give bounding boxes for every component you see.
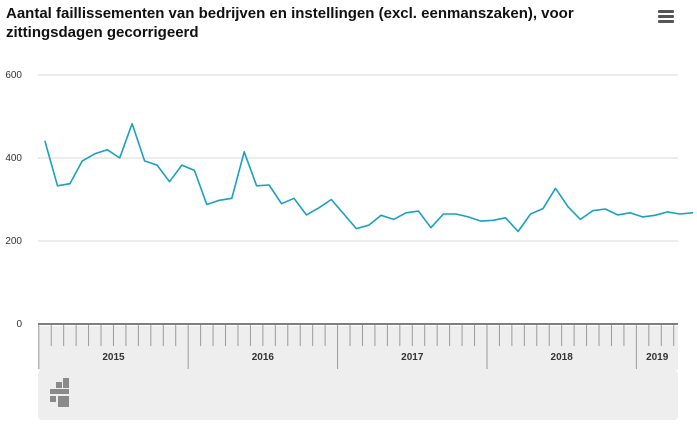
data-point[interactable] — [653, 213, 658, 218]
data-point[interactable] — [528, 212, 533, 217]
navigator-footer — [38, 370, 678, 420]
data-point[interactable] — [677, 212, 682, 217]
data-point[interactable] — [428, 225, 433, 230]
data-point[interactable] — [553, 186, 558, 191]
x-year-label: 2016 — [252, 352, 275, 363]
data-point[interactable] — [92, 151, 97, 156]
logo-block-3 — [50, 396, 56, 402]
data-point[interactable] — [117, 156, 122, 161]
data-point[interactable] — [80, 158, 85, 163]
data-point[interactable] — [690, 210, 695, 215]
data-point[interactable] — [366, 223, 371, 228]
data-point[interactable] — [179, 163, 184, 168]
data-point[interactable] — [516, 229, 521, 234]
data-point[interactable] — [242, 149, 247, 154]
data-point[interactable] — [615, 212, 620, 217]
data-point[interactable] — [341, 212, 346, 217]
data-point[interactable] — [55, 183, 60, 188]
data-point[interactable] — [130, 121, 135, 126]
x-year-label: 2019 — [646, 352, 669, 363]
y-tick-label: 200 — [5, 236, 22, 247]
data-point[interactable] — [441, 212, 446, 217]
y-tick-label: 600 — [5, 70, 22, 81]
data-point[interactable] — [466, 214, 471, 219]
series-line — [44, 122, 694, 233]
data-point[interactable] — [316, 205, 321, 210]
data-point[interactable] — [478, 219, 483, 224]
navigator-band — [38, 326, 678, 370]
data-point[interactable] — [379, 213, 384, 218]
data-point[interactable] — [665, 209, 670, 214]
data-point[interactable] — [491, 218, 496, 223]
data-point[interactable] — [217, 198, 222, 203]
cbs-logo-icon — [50, 378, 69, 407]
data-point[interactable] — [590, 208, 595, 213]
time-navigator: 2015 2016 2017 2018 2019 — [38, 325, 678, 420]
data-point[interactable] — [565, 204, 570, 209]
data-point[interactable] — [404, 210, 409, 215]
data-point[interactable] — [43, 139, 48, 144]
data-point[interactable] — [267, 182, 272, 187]
data-point[interactable] — [229, 196, 234, 201]
logo-block-2 — [50, 389, 69, 394]
data-point[interactable] — [142, 158, 147, 163]
data-point[interactable] — [416, 209, 421, 214]
data-point[interactable] — [541, 206, 546, 211]
data-point[interactable] — [279, 201, 284, 206]
data-point[interactable] — [192, 168, 197, 173]
series-lines — [43, 121, 695, 234]
data-point[interactable] — [603, 207, 608, 212]
logo-block-1 — [63, 378, 69, 388]
grid-lines — [38, 74, 678, 325]
x-year-label: 2018 — [551, 352, 574, 363]
logo-block-0 — [56, 382, 62, 388]
data-point[interactable] — [105, 147, 110, 152]
chart-title: Aantal faillissementen van bedrijven en … — [6, 5, 574, 41]
data-point[interactable] — [254, 183, 259, 188]
logo-block-4 — [58, 396, 69, 407]
data-point[interactable] — [204, 202, 209, 207]
data-point[interactable] — [292, 196, 297, 201]
data-point[interactable] — [329, 197, 334, 202]
data-point[interactable] — [640, 214, 645, 219]
data-point[interactable] — [354, 226, 359, 231]
data-point[interactable] — [453, 212, 458, 217]
data-point[interactable] — [67, 181, 72, 186]
y-tick-label: 0 — [16, 319, 22, 330]
hamburger-menu-icon[interactable] — [656, 8, 676, 26]
data-point[interactable] — [155, 163, 160, 168]
data-point[interactable] — [503, 215, 508, 220]
data-point[interactable] — [391, 217, 396, 222]
x-year-label: 2017 — [401, 352, 424, 363]
y-axis-ticks: 0 200 400 600 — [5, 70, 22, 330]
data-point[interactable] — [628, 210, 633, 215]
data-point[interactable] — [578, 217, 583, 222]
data-point[interactable] — [167, 179, 172, 184]
x-year-label: 2015 — [102, 352, 125, 363]
y-tick-label: 400 — [5, 153, 22, 164]
data-point[interactable] — [304, 212, 309, 217]
